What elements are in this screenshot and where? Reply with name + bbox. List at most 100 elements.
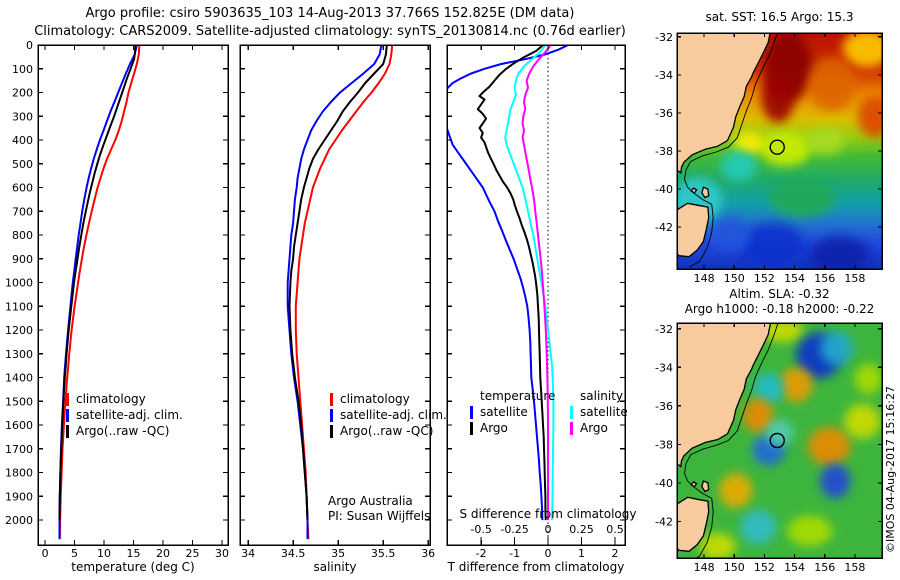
land-polygon <box>690 481 698 488</box>
depth-tick-label: 600 <box>12 182 33 195</box>
sla-map-lat-tick-label: -38 <box>655 438 673 451</box>
legend-header: temperature <box>480 389 556 403</box>
depth-tick-label: 1300 <box>5 348 33 361</box>
difference-panel-xtick-label: 0 <box>545 547 552 560</box>
legend-row: Argo(..raw -QC) <box>66 423 183 439</box>
shelf-contour <box>684 323 779 558</box>
temperature-panel-xtick-label: 0 <box>42 547 49 560</box>
salinity-xlabel: salinity <box>313 560 357 574</box>
land-polygon <box>701 480 710 493</box>
legend-label: Argo(..raw -QC) <box>340 424 434 438</box>
legend-label: satellite <box>580 405 628 419</box>
legend-label: satellite <box>480 405 528 419</box>
legend-label: Argo <box>480 421 508 435</box>
legend-row: satellite-adj. clim. <box>66 407 183 423</box>
sst-map-lon-tick-label: 148 <box>694 272 715 285</box>
figure-title-line1: Argo profile: csiro 5903635_103 14-Aug-2… <box>85 6 575 21</box>
depth-tick-label: 900 <box>12 253 33 266</box>
temperature-xlabel: temperature (deg C) <box>71 560 195 574</box>
legend-label: satellite-adj. clim. <box>340 408 447 422</box>
sst-map-lat-tick-label: -36 <box>655 107 673 120</box>
temperature-panel-axes: 0 5 10 15 20 25 300100200300400500600700800900… <box>5 39 229 560</box>
difference-panel-s-tick-label: 0.25 <box>569 523 594 536</box>
difference-panel-curves <box>447 45 569 545</box>
argo-s-swatch <box>570 421 573 435</box>
legend-row: satellite <box>470 404 555 420</box>
land-polygon <box>690 187 698 194</box>
difference-panel-series-temperature-argo <box>476 45 547 521</box>
sst-map-lon-tick-label: 156 <box>814 272 835 285</box>
sst-map-lat-tick-label: -34 <box>655 69 673 82</box>
temperature-panel-series-argo-raw-qc- <box>58 45 137 521</box>
temperature-panel-curves <box>58 45 141 540</box>
sla-map-lat-tick-label: -34 <box>655 361 673 374</box>
salinity-panel-series-satellite-adj-clim- <box>286 45 383 540</box>
salinity-panel-xtick-label: 35 <box>331 547 345 560</box>
sst-map-axes: 148 150 152 154 156 158 -32 -34 -36 -38 -40 -42 <box>655 31 883 285</box>
depth-tick-label: 1100 <box>5 300 33 313</box>
argo-float-marker <box>769 432 785 449</box>
s-difference-axis-label: S difference from climatology <box>459 507 637 521</box>
argo-t-swatch <box>470 421 473 435</box>
sst-map-field <box>677 33 882 269</box>
satellite-t-swatch <box>470 405 473 419</box>
sla-map-lon-tick-label: 150 <box>724 561 745 574</box>
sst-map-lat-tick-label: -32 <box>655 31 673 44</box>
depth-tick-label: 1900 <box>5 490 33 503</box>
sla-map-lon-tick-label: 154 <box>784 561 805 574</box>
sla-map-lat-tick-label: -32 <box>655 323 673 336</box>
t-difference-xlabel: T difference from climatology <box>447 560 625 574</box>
difference-panel-xtick-label: -2 <box>476 547 487 560</box>
argo-swatch <box>66 424 69 438</box>
sst-map-lon-tick-label: 152 <box>754 272 775 285</box>
temperature-panel-xtick-label: 15 <box>127 547 141 560</box>
depth-tick-label: 1800 <box>5 467 33 480</box>
depth-tick-label: 500 <box>12 158 33 171</box>
sst-map-lon-tick-label: 154 <box>784 272 805 285</box>
temperature-panel-series-satellite-adj-clim- <box>58 45 138 540</box>
sst-map-lat-tick-label: -38 <box>655 145 673 158</box>
legend-label: climatology <box>340 392 410 406</box>
depth-tick-label: 1600 <box>5 419 33 432</box>
temperature-panel-xtick-label: 10 <box>97 547 111 560</box>
depth-tick-label: 800 <box>12 229 33 242</box>
land-polygon <box>677 33 771 175</box>
sla-map-field <box>677 323 882 558</box>
legend-row: climatology <box>330 391 447 407</box>
temperature-panel-xtick-label: 25 <box>186 547 200 560</box>
depth-tick-label: 1200 <box>5 324 33 337</box>
salinity-panel-xtick-label: 35.5 <box>371 547 396 560</box>
land-polygon <box>677 496 710 552</box>
sla-map-lat-tick-label: -40 <box>655 477 673 490</box>
temperature-panel-xtick-label: 30 <box>215 547 229 560</box>
salinity-panel-series-argo-raw-qc- <box>288 45 388 521</box>
salinity-panel-xtick-label: 34 <box>241 547 255 560</box>
argo-swatch <box>330 424 333 438</box>
sla-map-lon-tick-label: 156 <box>814 561 835 574</box>
satellite-adj-swatch <box>330 408 333 422</box>
sla-map-title-line2: Argo h1000: -0.18 h2000: -0.22 <box>684 302 875 316</box>
sla-map-lat-tick-label: -42 <box>655 515 673 528</box>
salinity-panel-curves <box>286 45 394 540</box>
depth-tick-label: 1700 <box>5 443 33 456</box>
difference-panel-series-salinity-satellite <box>504 45 555 521</box>
argo-float-marker <box>769 139 785 155</box>
depth-tick-label: 2000 <box>5 514 33 527</box>
salinity-panel-xtick-label: 34.5 <box>281 547 306 560</box>
shelf-contour <box>684 33 778 268</box>
salinity-panel-xtick-label: 36 <box>421 547 435 560</box>
climatology-swatch <box>330 392 333 406</box>
land-polygon <box>677 202 710 258</box>
legend-row: Argo(..raw -QC) <box>330 423 447 439</box>
depth-tick-label: 400 <box>12 134 33 147</box>
temperature-panel-series-climatology <box>58 45 141 540</box>
depth-tick-label: 100 <box>12 63 33 76</box>
sla-map-lon-tick-label: 158 <box>844 561 865 574</box>
land-polygon <box>677 323 772 468</box>
sla-map-lat-tick-label: -36 <box>655 400 673 413</box>
legend-label: climatology <box>76 392 146 406</box>
sla-map-lon-tick-label: 152 <box>754 561 775 574</box>
temperature-panel-xtick-label: 5 <box>71 547 78 560</box>
